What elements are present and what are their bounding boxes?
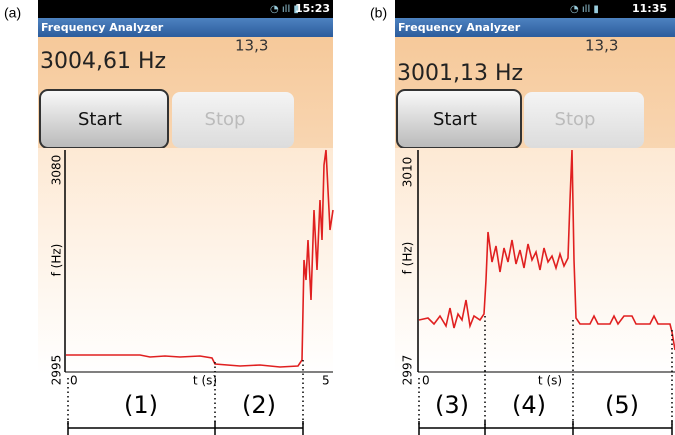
y-bottom: 2997 [401, 355, 415, 386]
y-bottom: 2995 [50, 355, 64, 386]
segment-label: (1) [124, 391, 158, 419]
app-title: Frequency Analyzer [398, 21, 521, 34]
frequency-readout: 3004,61 Hz [40, 49, 166, 74]
status-icons: ◔ ıll ▮ [270, 4, 299, 15]
x-axis-label: t (s) [538, 374, 562, 388]
title-bar [395, 18, 675, 37]
y-top: 3010 [401, 157, 415, 188]
segment-label: (3) [435, 391, 469, 419]
stop-button[interactable] [524, 92, 644, 148]
level-readout: 13,3 [235, 37, 268, 55]
segment-label: (2) [242, 391, 276, 419]
frequency-trace [418, 149, 675, 351]
level-readout: 13,3 [585, 37, 618, 55]
stop-label[interactable]: Stop [205, 109, 246, 130]
y-axis-label: f (Hz) [401, 242, 415, 275]
x-start: 0 [70, 374, 78, 388]
x-start: 0 [422, 374, 430, 388]
panel-label: (a) [4, 5, 21, 21]
status-time: 15:23 [295, 2, 330, 15]
graph-area [395, 148, 675, 375]
segment-label: (4) [512, 391, 546, 419]
app-title: Frequency Analyzer [41, 21, 164, 34]
segment-label: (5) [605, 391, 639, 419]
segment-bracket [418, 421, 673, 435]
y-axis-label: f (Hz) [50, 244, 64, 277]
segment-bracket [67, 421, 304, 435]
y-top: 3080 [50, 155, 64, 186]
x-axis-label: t (s) [193, 374, 217, 388]
status-bar [395, 0, 675, 18]
stop-label[interactable]: Stop [555, 109, 596, 130]
status-icons: ◔ ıll ▮ [570, 4, 599, 15]
frequency-trace [66, 149, 334, 368]
stop-button[interactable] [172, 92, 294, 148]
status-time: 11:35 [632, 2, 667, 15]
start-label[interactable]: Start [78, 109, 122, 130]
status-bar [38, 0, 333, 18]
x-end: 5 [322, 374, 330, 388]
panel-a: (a) ◔ ıll ▮ 15:23 Frequency Analyzer 300… [4, 0, 334, 435]
start-label[interactable]: Start [433, 109, 477, 130]
panel-b: (b) ◔ ıll ▮ 11:35 Frequency Analyzer 300… [370, 0, 675, 435]
panel-label: (b) [370, 5, 387, 21]
title-bar [38, 18, 333, 37]
frequency-readout: 3001,13 Hz [397, 61, 523, 86]
graph-area [38, 148, 333, 375]
